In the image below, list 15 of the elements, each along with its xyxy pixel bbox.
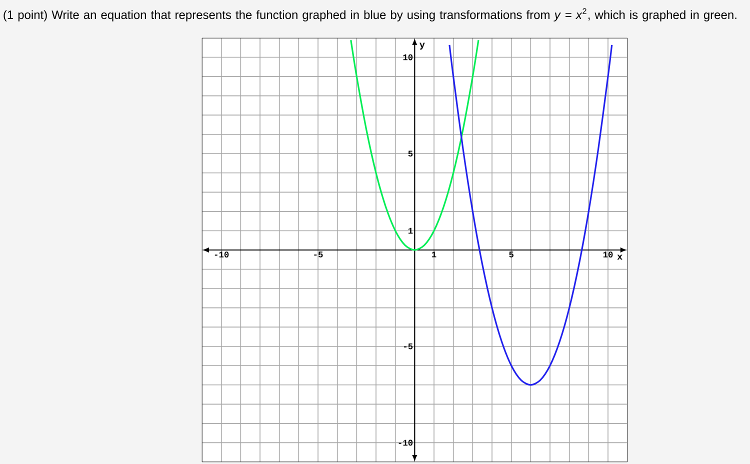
- x-axis-title: x: [617, 254, 622, 260]
- x-tick-label: -10: [214, 252, 229, 258]
- line-series: [350, 39, 480, 251]
- line-series: [448, 44, 613, 386]
- y-tick-label: 10: [403, 54, 413, 60]
- y-tick-label: -5: [404, 343, 413, 350]
- x-tick-label: 5: [509, 252, 514, 258]
- x-tick-label: 1: [432, 252, 436, 258]
- y-tick-label: -10: [398, 440, 413, 446]
- y-tick-label: 5: [408, 150, 413, 157]
- y-axis-title: y: [420, 42, 425, 50]
- y-tick-label: 1: [408, 228, 413, 234]
- x-tick-label: -5: [314, 252, 323, 258]
- x-tick-label: 10: [603, 252, 613, 258]
- chart-title: (1 point) Write an equation that represents the function graphed in blue by using transformations from y = x$^{2}$, which is graphed in green.: [4, 8, 736, 22]
